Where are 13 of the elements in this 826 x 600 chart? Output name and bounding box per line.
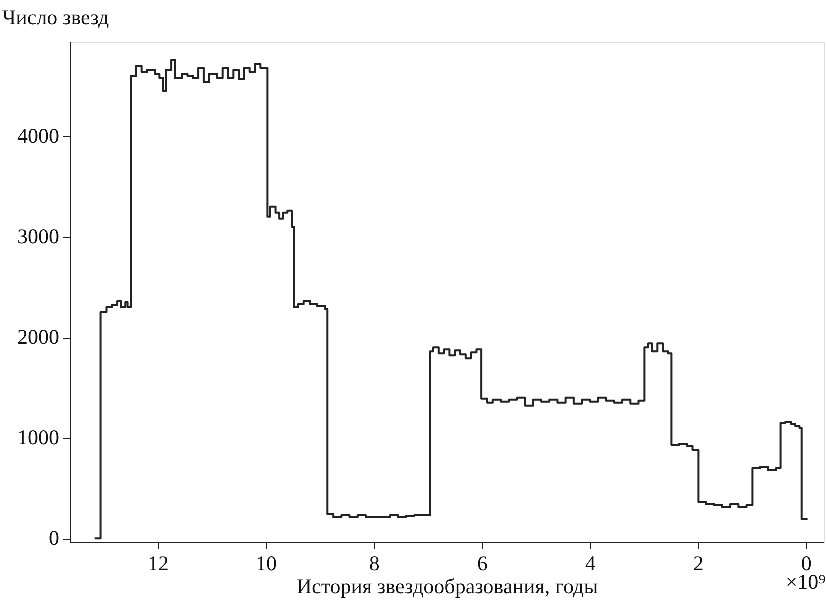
x-tick-label: 12 xyxy=(148,552,170,576)
x-tick-label: 10 xyxy=(256,552,278,576)
y-tick-label: 2000 xyxy=(18,325,60,350)
y-tick-label: 4000 xyxy=(18,124,60,148)
y-tick-label: 3000 xyxy=(18,224,60,249)
x-tick-label: 6 xyxy=(477,552,488,576)
y-tick-label: 0 xyxy=(49,526,60,550)
y-tick-label: 1000 xyxy=(18,426,60,450)
x-axis-title: История звездообразования, годы xyxy=(296,574,598,598)
x-tick-label: 8 xyxy=(369,552,380,576)
x-tick-label: 4 xyxy=(585,552,596,576)
x-tick-label: 2 xyxy=(693,552,704,576)
y-axis-title: Число звезд xyxy=(2,6,110,30)
